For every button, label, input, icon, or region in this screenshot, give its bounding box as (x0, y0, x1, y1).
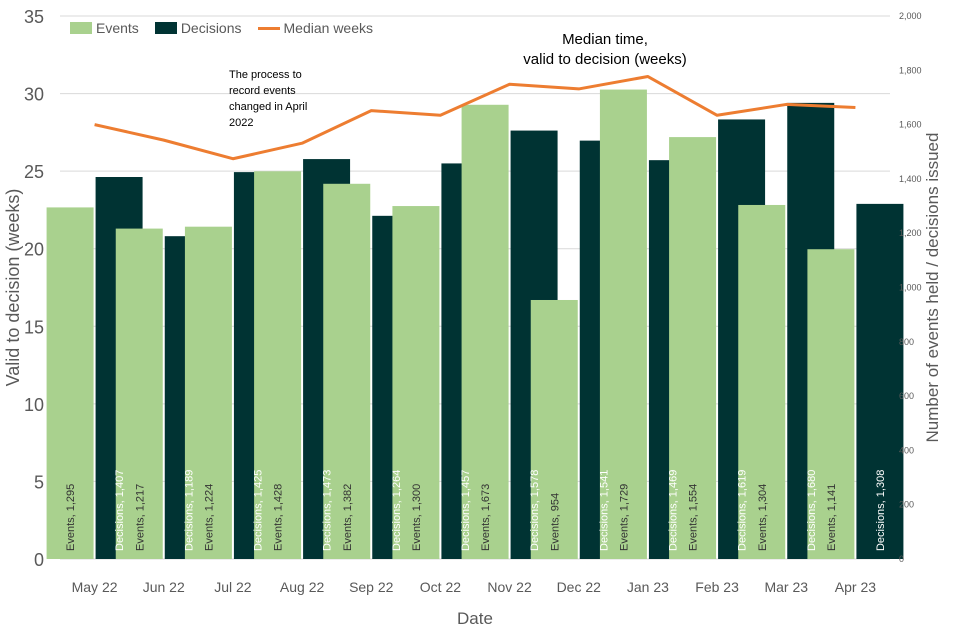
median-title-line: Median time, (562, 31, 648, 48)
y-axis-title: Valid to decision (weeks) (3, 189, 23, 387)
process-change-note: The process to record events changed in … (229, 68, 307, 132)
bar-events (254, 171, 302, 559)
legend-swatch-median (257, 26, 280, 30)
y2-tick-label: 1,200 (899, 228, 922, 238)
y2-tick-label: 1,400 (899, 174, 922, 184)
data-label-events: Events, 1,217 (134, 484, 146, 551)
x-tick-label: Jun 22 (143, 579, 185, 595)
y-tick-label: 5 (34, 472, 44, 492)
data-label-events: Events, 1,224 (203, 484, 215, 551)
x-tick-label: Feb 23 (695, 579, 739, 595)
legend-item-median: Median weeks (257, 20, 374, 36)
legend-label-decisions: Decisions (180, 20, 242, 36)
x-tick-label: Jul 22 (214, 579, 252, 595)
bar-events (184, 226, 232, 559)
x-tick-label: Jan 23 (627, 579, 669, 595)
data-label-events: Events, 1,428 (273, 484, 285, 551)
data-label-decisions: Decisions, 1,473 (322, 470, 334, 551)
y2-axis-title: Number of events held / decisions issued (923, 133, 942, 443)
data-label-events: Events, 1,141 (826, 484, 838, 551)
y-tick-label: 30 (24, 85, 44, 105)
data-label-events: Events, 1,729 (618, 484, 630, 551)
data-label-decisions: Decisions, 1,189 (183, 470, 195, 551)
data-label-events: Events, 1,382 (342, 484, 354, 551)
y-tick-label: 0 (34, 550, 44, 570)
bars-layer (46, 89, 904, 560)
data-label-events: Events, 1,304 (757, 484, 769, 551)
x-tick-label: May 22 (72, 579, 118, 595)
median-line-layer (94, 75, 856, 161)
y2-tick-label: 1,600 (899, 120, 922, 130)
data-label-decisions: Decisions, 1,578 (529, 470, 541, 551)
median-title: Median time, valid to decision (weeks) (520, 30, 690, 71)
data-label-decisions: Decisions, 1,308 (875, 470, 887, 551)
bar-events (392, 206, 440, 560)
y-tick-label: 20 (24, 240, 44, 260)
y-tick-label: 15 (24, 317, 44, 337)
data-label-decisions: Decisions, 1,619 (737, 470, 749, 551)
data-label-decisions: Decisions, 1,469 (667, 470, 679, 551)
bar-events (807, 249, 855, 559)
y2-tick-label: 1,800 (899, 65, 922, 75)
data-label-decisions: Decisions, 1,407 (114, 470, 126, 551)
process-note-line: changed in April (229, 100, 308, 113)
bar-events (530, 299, 578, 559)
bar-events (599, 89, 647, 559)
x-tick-label: Mar 23 (764, 579, 808, 595)
bar-events (461, 104, 509, 559)
y2-tick-label: 400 (899, 445, 914, 455)
bar-events (46, 207, 94, 559)
data-label-decisions: Decisions, 1,680 (806, 470, 818, 551)
bar-events (738, 204, 786, 560)
median-title-line: valid to decision (weeks) (523, 51, 687, 69)
legend-item-decisions: Decisions (154, 20, 242, 36)
process-note-line: record events (229, 84, 296, 97)
x-tick-label: Oct 22 (420, 579, 461, 595)
bar-events (115, 228, 163, 559)
process-note-line: 2022 (229, 116, 254, 129)
bar-labels-layer: Events, 1,295 Decisions, 1,407 Events, 1,2… (65, 470, 887, 551)
data-label-events: Events, 1,300 (411, 484, 423, 551)
x-tick-label: Apr 23 (835, 579, 876, 595)
y-tick-label: 10 (24, 395, 44, 415)
bar-events (669, 137, 717, 560)
x-tick-label: Nov 22 (487, 579, 532, 595)
median-line (94, 75, 856, 161)
axes-layer: 0 5 10 15 20 25 30 35 0 200 400 600 800 1,000 1,200 1,4… (3, 7, 942, 628)
y-tick-label: 35 (24, 7, 44, 27)
bar-decisions (856, 203, 904, 560)
chart-legend: Events Decisions Median weeks (70, 20, 373, 36)
y2-tick-label: 200 (899, 500, 914, 510)
x-tick-label: Dec 22 (557, 579, 602, 595)
x-tick-label: Aug 22 (280, 579, 325, 595)
data-label-decisions: Decisions, 1,457 (460, 470, 472, 551)
y2-tick-label: 2,000 (899, 11, 922, 21)
data-label-events: Events, 1,295 (65, 484, 77, 551)
x-axis-title: Date (457, 609, 493, 628)
legend-swatch-events (70, 22, 92, 34)
legend-label-events: Events (96, 20, 139, 36)
legend-swatch-decisions (154, 22, 177, 34)
legend-label-median: Median weeks (283, 20, 374, 36)
y2-tick-label: 0 (899, 554, 904, 564)
bar-events (323, 183, 371, 560)
y2-tick-label: 800 (899, 337, 914, 347)
legend-item-events: Events (70, 20, 139, 36)
x-tick-label: Sep 22 (349, 579, 394, 595)
data-label-events: Events, 1,673 (480, 484, 492, 551)
data-label-events: Events, 954 (549, 493, 561, 551)
y2-tick-label: 600 (899, 391, 914, 401)
data-label-decisions: Decisions, 1,264 (391, 470, 403, 551)
y-tick-label: 25 (24, 162, 44, 182)
data-label-decisions: Decisions, 1,541 (598, 470, 610, 551)
y2-tick-label: 1,000 (899, 283, 922, 293)
data-label-decisions: Decisions, 1,425 (252, 470, 264, 551)
data-label-events: Events, 1,554 (688, 484, 700, 551)
process-note-line: The process to (229, 69, 302, 81)
